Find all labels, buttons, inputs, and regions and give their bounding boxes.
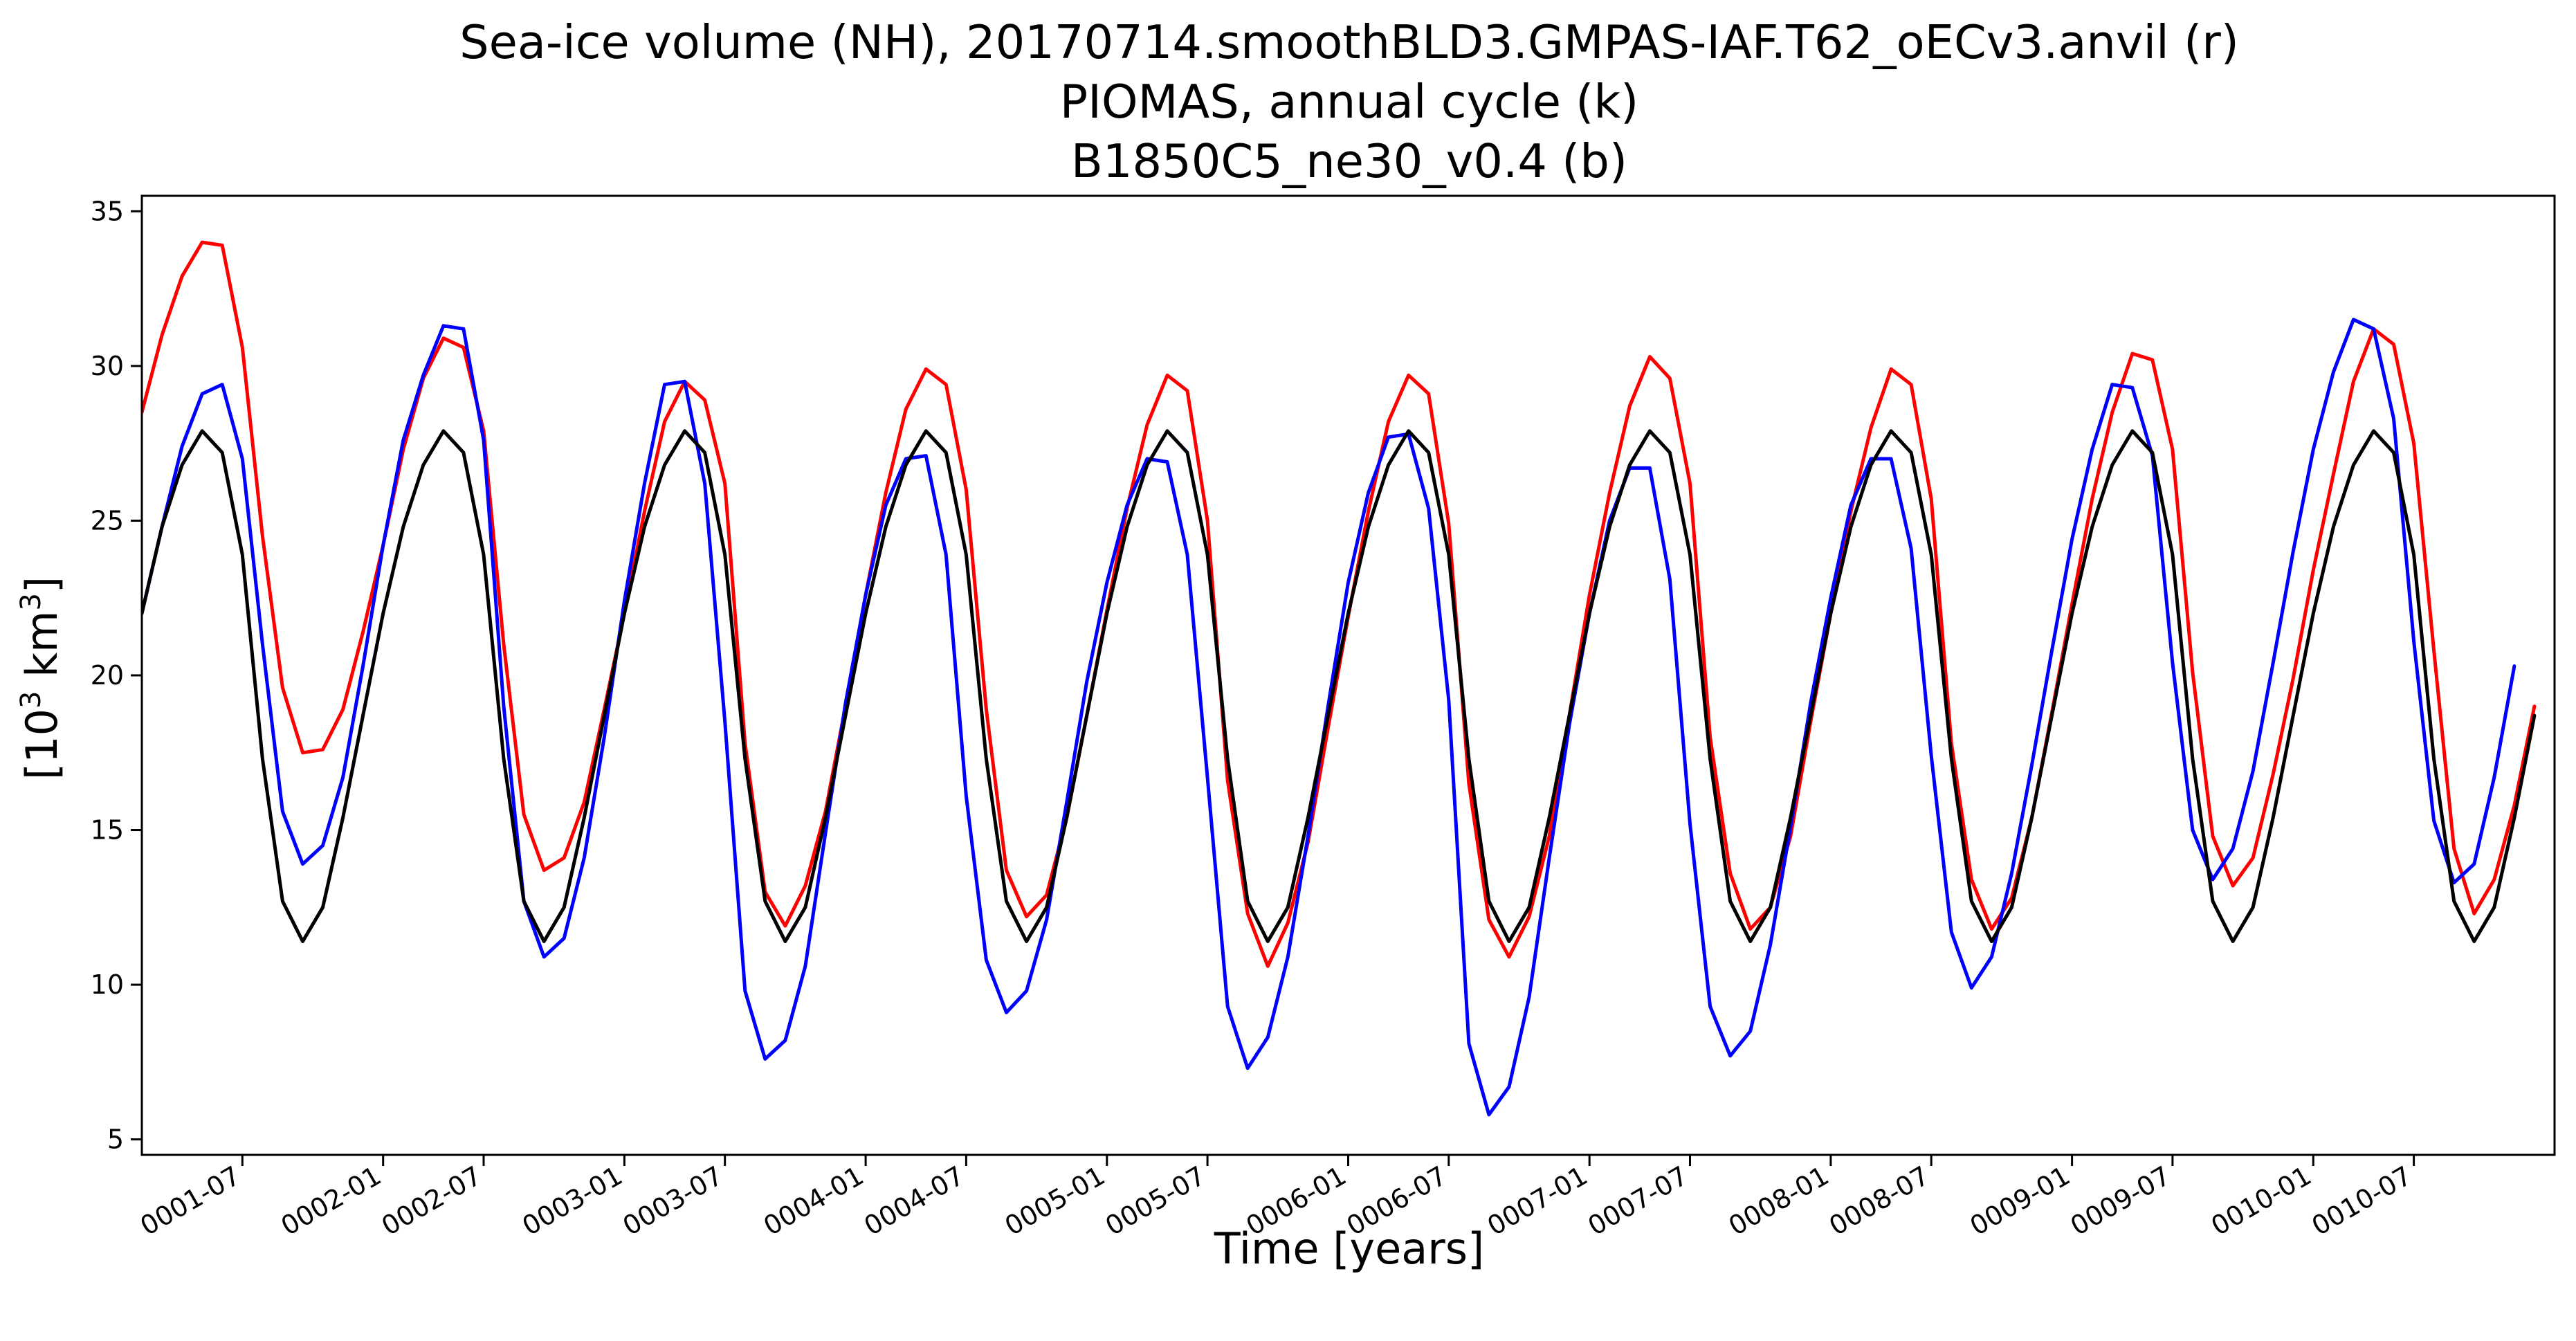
y-axis-label-base: [10 xyxy=(17,709,67,780)
y-axis-label: [103 km3] xyxy=(15,576,67,780)
series-line-2 xyxy=(142,318,2516,1117)
y-tick-label: 10 xyxy=(91,969,124,1000)
x-axis-label: Time [years] xyxy=(1214,1223,1484,1274)
chart-title-line-2: PIOMAS, annual cycle (k) xyxy=(1060,75,1639,129)
chart-title-line-3: B1850C5_ne30_v0.4 (b) xyxy=(1071,134,1627,188)
y-axis-ticks: 5 10 15 20 25 30 35 xyxy=(91,196,142,1155)
y-tick-label: 35 xyxy=(91,196,124,226)
series-line-3 xyxy=(142,429,2537,943)
series-group xyxy=(142,240,2537,1117)
series-lines xyxy=(142,240,2537,1117)
chart-title-line-1: Sea-ice volume (NH), 20170714.smoothBLD3… xyxy=(459,15,2239,69)
y-tick-label: 25 xyxy=(91,505,124,536)
y-axis-label-mid: km xyxy=(17,611,67,691)
y-axis-label-exp-2: 3 xyxy=(15,593,47,610)
y-axis-label-end: ] xyxy=(17,576,67,593)
y-tick-label: 20 xyxy=(91,660,124,691)
y-tick-label: 30 xyxy=(91,351,124,381)
y-tick-label: 5 xyxy=(107,1124,124,1155)
y-axis-label-exp-1: 3 xyxy=(15,691,47,709)
y-tick-label: 15 xyxy=(91,815,124,846)
